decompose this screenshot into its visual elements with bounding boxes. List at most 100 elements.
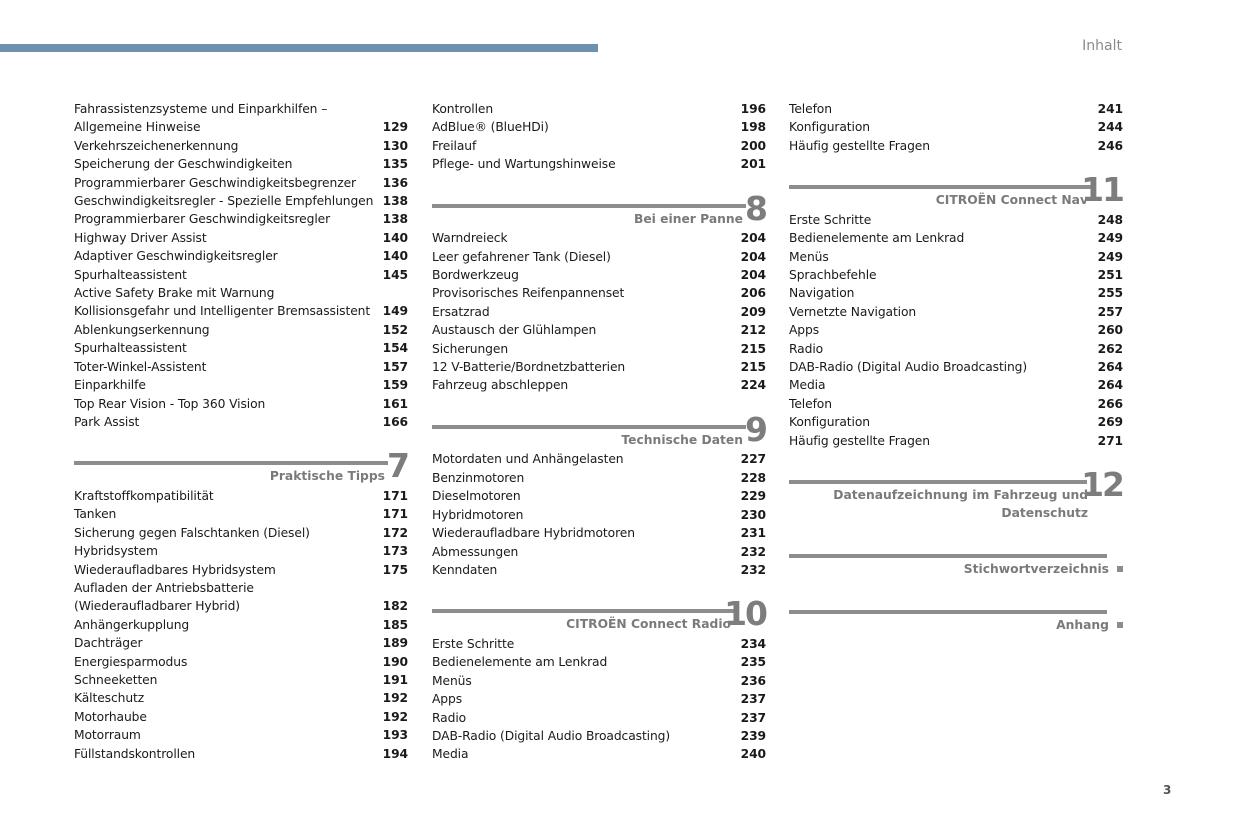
toc-entry[interactable]: Wiederaufladbares Hybridsystem 175 — [74, 561, 408, 579]
toc-entry[interactable]: Apps 237 — [432, 690, 766, 708]
toc-entry-title: Kraftstoffkompatibilität — [74, 488, 214, 503]
toc-entry[interactable]: Energiesparmodus 190 — [74, 653, 408, 671]
section-header[interactable]: Datenaufzeichnung im Fahrzeug und Datens… — [789, 450, 1125, 524]
toc-entry[interactable]: DAB-Radio (Digital Audio Broadcasting) 26… — [789, 358, 1123, 376]
toc-entry-page: 140 — [382, 230, 408, 245]
toc-entry[interactable]: Apps 260 — [789, 321, 1123, 339]
toc-entry[interactable]: Konfiguration 269 — [789, 413, 1123, 431]
toc-entry[interactable]: Häufig gestellte Fragen 246 — [789, 137, 1123, 155]
toc-entry[interactable]: Top Rear Vision - Top 360 Vision 161 — [74, 395, 408, 413]
toc-entry[interactable]: Media 264 — [789, 376, 1123, 394]
toc-entry[interactable]: Geschwindigkeitsregler - Spezielle Empfe… — [74, 192, 408, 210]
toc-entry[interactable]: Ersatzrad 209 — [432, 303, 766, 321]
section-header[interactable]: CITROËN Connect Radio 10 — [432, 579, 768, 635]
toc-entry[interactable]: Spurhalteassistent 154 — [74, 339, 408, 357]
toc-entry[interactable]: Provisorisches Reifenpannenset 206 — [432, 284, 766, 302]
toc-entry[interactable]: Wiederaufladbare Hybridmotoren 231 — [432, 524, 766, 542]
toc-entry[interactable]: Media 240 — [432, 745, 766, 763]
toc-entry[interactable]: Konfiguration 244 — [789, 118, 1123, 136]
toc-entry[interactable]: Kraftstoffkompatibilität 171 — [74, 487, 408, 505]
toc-entry[interactable]: Benzinmotoren 228 — [432, 469, 766, 487]
toc-entry[interactable]: Freilauf 200 — [432, 137, 766, 155]
toc-entry[interactable]: Spurhalteassistent 145 — [74, 266, 408, 284]
toc-entry-page: 191 — [382, 672, 408, 687]
toc-entry[interactable]: Toter-Winkel-Assistent 157 — [74, 358, 408, 376]
toc-entry[interactable]: Tanken 171 — [74, 505, 408, 523]
toc-entry[interactable]: Adaptiver Geschwindigkeitsregler 140 — [74, 247, 408, 265]
toc-entry[interactable]: Programmierbarer Geschwindigkeitsregler 1… — [74, 210, 408, 228]
section-header[interactable]: CITROËN Connect Nav 11 — [789, 155, 1125, 211]
toc-entry[interactable]: Abmessungen 232 — [432, 543, 766, 561]
toc-entry[interactable]: Kollisionsgefahr und Intelligenter Brems… — [74, 302, 408, 320]
toc-entry[interactable]: Navigation 255 — [789, 284, 1123, 302]
toc-entry[interactable]: Fahrzeug abschleppen 224 — [432, 376, 766, 394]
toc-entry[interactable]: Motorhaube 192 — [74, 708, 408, 726]
toc-entry[interactable]: Häufig gestellte Fragen 271 — [789, 432, 1123, 450]
toc-entry[interactable]: Park Assist 166 — [74, 413, 408, 431]
toc-entry[interactable]: Ablenkungserkennung 152 — [74, 321, 408, 339]
toc-entry[interactable]: Radio 237 — [432, 709, 766, 727]
toc-entry[interactable]: DAB-Radio (Digital Audio Broadcasting) 23… — [432, 727, 766, 745]
toc-entry[interactable]: Sprachbefehle 251 — [789, 266, 1123, 284]
section-divider — [432, 203, 746, 208]
toc-entry-title: Leer gefahrener Tank (Diesel) — [432, 249, 611, 264]
toc-entry[interactable]: Dachträger 189 — [74, 634, 408, 652]
section-number: 9 — [745, 409, 768, 449]
toc-entry-page: 246 — [1097, 138, 1123, 153]
toc-entry[interactable]: Verkehrszeichenerkennung 130 — [74, 137, 408, 155]
toc-entry[interactable]: Menüs 249 — [789, 248, 1123, 266]
toc-entry[interactable]: Warndreieck 204 — [432, 229, 766, 247]
toc-entry[interactable]: Motorraum 193 — [74, 726, 408, 744]
toc-entry[interactable]: Hybridsystem 173 — [74, 542, 408, 560]
toc-entry[interactable]: Aufladen der Antriebsbatterie (Wiederauf… — [74, 579, 408, 616]
section-header[interactable]: Bei einer Panne 8 — [432, 174, 768, 230]
toc-entry-page: 232 — [740, 544, 766, 559]
toc-entry[interactable]: Austausch der Glühlampen 212 — [432, 321, 766, 339]
section-header[interactable]: Stichwortverzeichnis — [789, 524, 1123, 580]
section-header[interactable]: Technische Daten 9 — [432, 395, 768, 451]
section-header[interactable]: Praktische Tipps 7 — [74, 431, 410, 487]
toc-entry[interactable]: Hybridmotoren 230 — [432, 506, 766, 524]
toc-entry[interactable]: Schneeketten 191 — [74, 671, 408, 689]
toc-entry[interactable]: Active Safety Brake mit Warnung — [74, 284, 408, 302]
toc-entry[interactable]: Vernetzte Navigation 257 — [789, 303, 1123, 321]
toc-column-1: Fahrassistenzsysteme und Einparkhilfen –… — [74, 100, 410, 763]
toc-entry[interactable]: Speicherung der Geschwindigkeiten 135 — [74, 155, 408, 173]
toc-entry[interactable]: Kälteschutz 192 — [74, 689, 408, 707]
toc-entry[interactable]: AdBlue® (BlueHDi) 198 — [432, 118, 766, 136]
toc-entry[interactable]: Kenndaten 232 — [432, 561, 766, 579]
toc-entry-title: Verkehrszeichenerkennung — [74, 138, 239, 153]
toc-entry-title: Konfiguration — [789, 120, 870, 135]
toc-entry[interactable]: 12 V-Batterie/Bordnetzbatterien 215 — [432, 358, 766, 376]
toc-entry[interactable]: Leer gefahrener Tank (Diesel) 204 — [432, 248, 766, 266]
section-header[interactable]: Anhang — [789, 580, 1123, 636]
toc-entry[interactable]: Motordaten und Anhängelasten 227 — [432, 450, 766, 468]
toc-entry[interactable]: Erste Schritte 234 — [432, 635, 766, 653]
toc-entry[interactable]: Programmierbarer Geschwindigkeitsbegrenz… — [74, 174, 408, 192]
toc-entry[interactable]: Bedienelemente am Lenkrad 235 — [432, 653, 766, 671]
toc-entry[interactable]: Telefon 266 — [789, 395, 1123, 413]
toc-entry[interactable]: Telefon 241 — [789, 100, 1123, 118]
toc-entry[interactable]: Füllstandskontrollen 194 — [74, 745, 408, 763]
toc-entry[interactable]: Erste Schritte 248 — [789, 211, 1123, 229]
toc-entry[interactable]: Pflege- und Wartungshinweise 201 — [432, 155, 766, 173]
toc-entry-page: 166 — [382, 414, 408, 429]
toc-entry[interactable]: Fahrassistenzsysteme und Einparkhilfen –… — [74, 100, 408, 137]
toc-entry-page: 196 — [740, 102, 766, 116]
toc-entry[interactable]: Radio 262 — [789, 340, 1123, 358]
toc-entry[interactable]: Menüs 236 — [432, 672, 766, 690]
toc-entry-title: Pflege- und Wartungshinweise — [432, 157, 616, 172]
toc-entry[interactable]: Kontrollen 196 — [432, 100, 766, 118]
toc-entry-page: 240 — [740, 747, 766, 762]
toc-entry[interactable]: Sicherung gegen Falschtanken (Diesel) 172 — [74, 524, 408, 542]
toc-entry-page: 190 — [382, 654, 408, 669]
toc-entry[interactable]: Anhängerkupplung 185 — [74, 616, 408, 634]
toc-entry[interactable]: Dieselmotoren 229 — [432, 487, 766, 505]
toc-entry[interactable]: Sicherungen 215 — [432, 340, 766, 358]
toc-entry[interactable]: Bedienelemente am Lenkrad 249 — [789, 229, 1123, 247]
toc-entry-title: Programmierbarer Geschwindigkeitsbegrenz… — [74, 175, 356, 190]
toc-entry[interactable]: Bordwerkzeug 204 — [432, 266, 766, 284]
toc-entry[interactable]: Einparkhilfe 159 — [74, 376, 408, 394]
toc-entry-page: 239 — [740, 728, 766, 743]
toc-entry[interactable]: Highway Driver Assist 140 — [74, 229, 408, 247]
